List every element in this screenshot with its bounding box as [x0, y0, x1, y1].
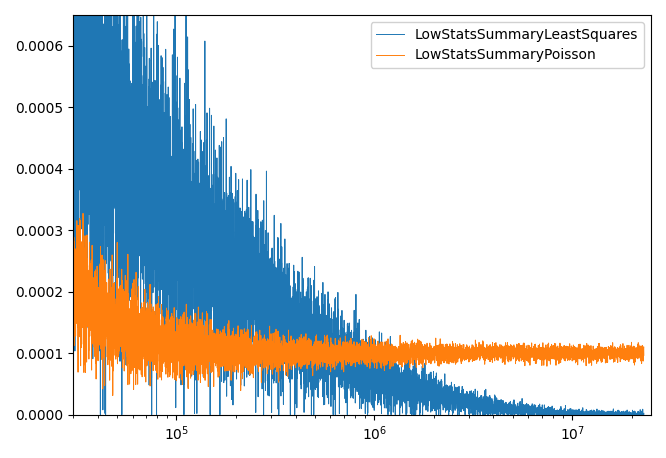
Line: LowStatsSummaryLeastSquares: LowStatsSummaryLeastSquares — [73, 0, 644, 414]
LowStatsSummaryLeastSquares — [276, 306, 284, 312]
LowStatsSummaryLeastSquares — [640, 410, 648, 416]
Line: LowStatsSummaryPoisson: LowStatsSummaryPoisson — [73, 213, 644, 396]
LowStatsSummaryPoisson — [98, 333, 106, 338]
LowStatsSummaryPoisson — [109, 393, 117, 398]
LowStatsSummaryPoisson — [69, 277, 77, 282]
LowStatsSummaryLeastSquares — [432, 395, 440, 400]
LowStatsSummaryLeastSquares — [98, 99, 106, 105]
LowStatsSummaryLeastSquares — [492, 407, 500, 412]
LowStatsSummaryPoisson — [640, 353, 648, 358]
Legend: LowStatsSummaryLeastSquares, LowStatsSummaryPoisson: LowStatsSummaryLeastSquares, LowStatsSum… — [371, 22, 644, 68]
LowStatsSummaryPoisson — [432, 349, 440, 354]
LowStatsSummaryPoisson — [492, 351, 500, 357]
LowStatsSummaryLeastSquares — [407, 386, 415, 392]
LowStatsSummaryLeastSquares — [523, 409, 531, 414]
LowStatsSummaryLeastSquares — [97, 412, 105, 417]
LowStatsSummaryPoisson — [407, 360, 415, 366]
LowStatsSummaryPoisson — [79, 211, 87, 216]
LowStatsSummaryPoisson — [276, 334, 284, 340]
LowStatsSummaryPoisson — [523, 351, 531, 357]
